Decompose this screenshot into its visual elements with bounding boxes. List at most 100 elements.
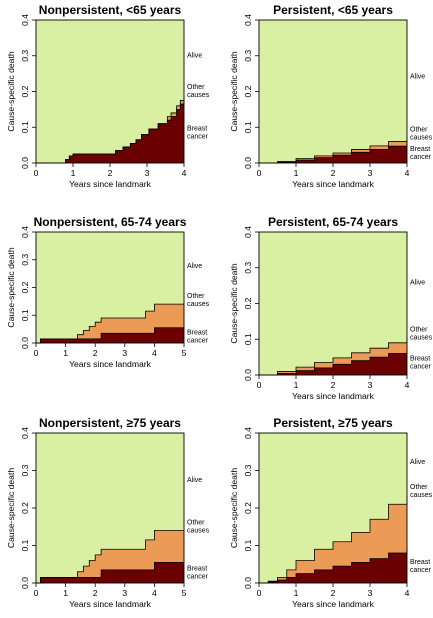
y-tick-label: 0.1 [243, 121, 253, 133]
alive-label: Alive [187, 53, 202, 60]
y-tick-label: 0.1 [243, 333, 253, 345]
y-tick-label: 0.0 [20, 577, 30, 589]
breast-cancer-label: cancer [187, 574, 209, 581]
y-tick-label: 0.0 [20, 337, 30, 349]
x-tick-label: 4 [405, 380, 410, 390]
other-causes-label: Other [187, 520, 205, 527]
breast-cancer-label: Breast [187, 330, 207, 337]
x-tick-label: 2 [93, 588, 98, 598]
y-tick-label: 0.3 [243, 50, 253, 62]
chart-panel: Nonpersistent, <65 years 0 1 2 3 4 0.0 0.1 0.2 0.… [6, 3, 210, 189]
breast-cancer-area [259, 349, 407, 375]
chart-panel: Persistent, <65 years 0 1 2 3 4 0.0 0.1 0.2 0.3 0.… [229, 3, 433, 189]
alive-label: Alive [410, 280, 425, 287]
breast-cancer-label: cancer [187, 134, 209, 141]
other-causes-label: Other [187, 293, 205, 300]
y-tick-label: 0.3 [20, 50, 30, 62]
x-tick-label: 3 [368, 380, 373, 390]
y-tick-label: 0.2 [20, 85, 30, 97]
other-causes-label: causes [410, 492, 433, 499]
y-tick-label: 0.4 [243, 427, 253, 439]
other-causes-label: causes [410, 134, 433, 141]
y-axis-label: Cause-specific death [229, 263, 239, 343]
chart-title: Nonpersistent, <65 years [39, 3, 182, 17]
other-causes-label: Other [410, 484, 428, 491]
other-causes-label: Other [187, 84, 205, 91]
x-axis-label: Years since landmark [292, 391, 375, 401]
breast-cancer-line [259, 549, 408, 584]
alive-area [259, 20, 407, 163]
other-causes-label: causes [187, 92, 210, 99]
other-causes-label: causes [410, 334, 433, 341]
x-tick-label: 4 [182, 168, 187, 178]
chart-title: Persistent, 65-74 years [268, 215, 398, 229]
breast-cancer-label: cancer [410, 363, 432, 370]
y-tick-label: 0.1 [20, 309, 30, 321]
x-tick-label: 1 [294, 168, 299, 178]
x-tick-label: 4 [405, 588, 410, 598]
y-tick-label: 0.1 [243, 539, 253, 551]
x-axis-label: Years since landmark [69, 359, 152, 369]
y-tick-label: 0.4 [20, 427, 30, 439]
alive-label: Alive [187, 477, 202, 484]
chart-panel: Nonpersistent, ≥75 years 0 1 2 3 4 5 0.0 0.1 0.2 0… [6, 416, 210, 609]
y-tick-label: 0.1 [20, 121, 30, 133]
breast-cancer-line [259, 349, 408, 376]
x-tick-label: 0 [34, 168, 39, 178]
y-axis-label: Cause-specific death [6, 468, 16, 548]
x-tick-label: 2 [331, 380, 336, 390]
y-tick-label: 0.3 [243, 464, 253, 476]
x-tick-label: 0 [34, 588, 39, 598]
x-tick-label: 5 [182, 348, 187, 358]
breast-cancer-label: Breast [410, 146, 430, 153]
chart-panel: Persistent, ≥75 years 0 1 2 3 4 0.0 0.1 0.2 0.3 0.… [229, 416, 433, 609]
x-axis-label: Years since landmark [292, 599, 375, 609]
x-tick-label: 2 [108, 168, 113, 178]
y-tick-label: 0.2 [20, 502, 30, 514]
alive-label: Alive [410, 459, 425, 466]
y-tick-label: 0.3 [20, 464, 30, 476]
breast-cancer-label: cancer [187, 338, 209, 345]
breast-cancer-area [36, 562, 184, 583]
breast-cancer-line [36, 102, 185, 164]
x-tick-label: 0 [34, 348, 39, 358]
y-tick-label: 0.4 [20, 226, 30, 238]
y-tick-label: 0.0 [243, 369, 253, 381]
x-tick-label: 3 [145, 168, 150, 178]
other-causes-label: causes [187, 528, 210, 535]
chart-title: Persistent, ≥75 years [273, 416, 393, 430]
x-tick-label: 4 [405, 168, 410, 178]
other-causes-line [259, 137, 408, 164]
x-tick-label: 2 [93, 348, 98, 358]
breast-cancer-label: cancer [410, 154, 432, 161]
breast-cancer-label: Breast [187, 566, 207, 573]
breast-cancer-line [36, 561, 184, 584]
x-tick-label: 3 [368, 168, 373, 178]
x-tick-label: 0 [257, 588, 262, 598]
y-tick-label: 0.2 [243, 297, 253, 309]
chart-panel: Nonpersistent, 65-74 years 0 1 2 3 4 5 0.0 0.1 0.… [6, 215, 210, 369]
y-tick-label: 0.3 [20, 254, 30, 266]
breast-cancer-area [259, 142, 407, 163]
x-tick-label: 0 [257, 168, 262, 178]
chart-title: Nonpersistent, 65-74 years [34, 215, 187, 229]
chart-panel: Persistent, 65-74 years 0 1 2 3 4 0.0 0.1 0.2 0.3… [229, 215, 433, 401]
x-tick-label: 2 [331, 588, 336, 598]
x-tick-label: 4 [152, 348, 157, 358]
x-axis-label: Years since landmark [69, 599, 152, 609]
x-tick-label: 2 [331, 168, 336, 178]
y-tick-label: 0.4 [20, 14, 30, 26]
alive-label: Alive [187, 263, 202, 270]
y-axis-label: Cause-specific death [229, 51, 239, 131]
x-tick-label: 1 [63, 588, 68, 598]
breast-cancer-label: cancer [410, 567, 432, 574]
y-tick-label: 0.0 [20, 157, 30, 169]
y-tick-label: 0.3 [243, 262, 253, 274]
y-tick-label: 0.2 [243, 502, 253, 514]
breast-cancer-line [259, 142, 408, 164]
y-tick-label: 0.1 [20, 539, 30, 551]
breast-cancer-line [36, 327, 184, 344]
x-tick-label: 3 [368, 588, 373, 598]
x-tick-label: 1 [63, 348, 68, 358]
